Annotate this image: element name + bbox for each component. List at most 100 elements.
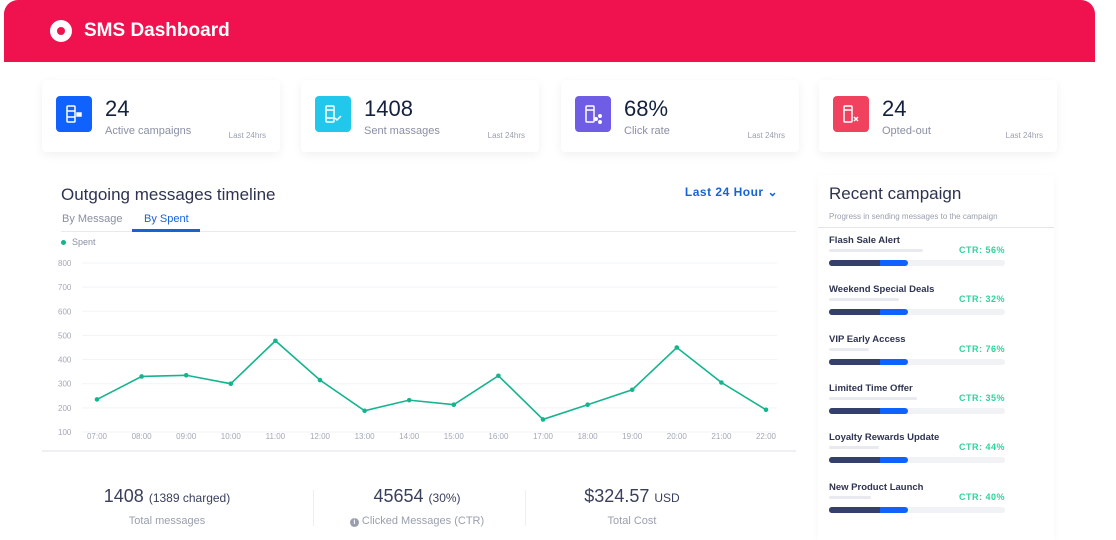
x-tick-label: 08:00 [132,432,153,441]
campaign-item[interactable]: VIP Early Access CTR: 76% [829,334,1009,379]
x-tick-label: 19:00 [622,432,643,441]
phone-check-icon [315,96,351,132]
x-tick-label: 20:00 [667,432,688,441]
data-point[interactable] [763,407,769,413]
tab-by-message[interactable]: By Message [62,213,123,225]
phone-share-icon [575,96,611,132]
campaign-item[interactable]: Loyalty Rewards Update CTR: 44% [829,432,1009,477]
campaign-item[interactable]: Limited Time Offer CTR: 35% [829,383,1009,428]
data-point[interactable] [139,374,144,379]
campaign-name: VIP Early Access [829,333,906,345]
campaign-ctr: CTR: 56% [958,245,1005,255]
progress-fill-sent [829,457,881,464]
info-icon[interactable]: i [349,518,359,527]
campaign-icon [56,96,92,132]
campaign-name: Limited Time Offer [829,382,913,394]
data-point[interactable] [228,381,234,387]
data-point[interactable] [585,402,590,408]
timeline-tabs: By Message By Spent [61,213,796,232]
stat-value: 24 [882,96,907,121]
x-tick-label: 14:00 [399,432,420,441]
timeline-title: Outgoing messages timeline [61,185,276,204]
range-dropdown[interactable]: Last 24 Hour ⌄ [685,185,778,199]
data-point[interactable] [94,397,100,402]
data-point[interactable] [183,372,189,378]
campaign-ctr: CTR: 32% [958,294,1005,305]
data-point[interactable] [719,380,724,385]
app-header: SMS Dashboard [4,0,1095,62]
clicked-extra: (30%) [428,491,461,505]
stat-total-cost: $324.57 USD Total Cost [547,486,717,527]
data-point[interactable] [406,397,412,403]
x-tick-label: 15:00 [444,432,465,441]
recent-title: Recent campaign [829,184,962,203]
x-tick-label: 10:00 [221,432,242,441]
y-tick-label: 800 [58,259,72,268]
x-tick-label: 17:00 [533,432,554,441]
data-point[interactable] [451,402,457,408]
spent-line-chart: 800 700 600 500 400 300 200 100 07:00 08:00 09:00 1… [58,259,777,441]
campaign-progress-bar [829,457,1005,464]
y-tick-label: 200 [58,404,72,413]
campaign-item[interactable]: Weekend Special Deals CTR: 32% [829,284,1009,329]
stat-value: 1408 [364,96,413,121]
campaign-progress-bar [829,309,1005,316]
logo-icon [50,20,72,42]
legend-marker [61,240,66,246]
recent-campaign-panel: Recent campaign Progress in sending mess… [818,175,1054,540]
y-tick-label: 300 [58,380,72,389]
campaign-progress-bar [829,407,1005,414]
stat-card-opted-out[interactable]: 24 Opted-out Last 24hrs [819,80,1057,152]
x-tick-label: 11:00 [266,432,286,441]
data-point[interactable] [317,377,323,383]
progress-fill-sent [829,309,881,316]
y-tick-label: 700 [58,283,72,292]
progress-fill-sent [829,407,881,414]
placeholder-bar [829,249,923,252]
data-point[interactable] [362,408,367,414]
stat-value: 68% [624,96,669,121]
divider [313,490,314,526]
app-title: SMS Dashboard [84,20,230,41]
timeline-panel: Outgoing messages timeline Last 24 Hour … [42,175,796,540]
data-point[interactable] [496,373,501,379]
campaign-item[interactable]: New Product Launch CTR: 40% [829,482,1009,527]
campaign-item[interactable]: Flash Sale Alert CTR: 56% [829,235,1009,280]
summary-stats: 1408 (1389 charged) Total messages 45654… [42,450,796,540]
progress-fill-sent [829,506,881,513]
campaign-name: Flash Sale Alert [829,235,900,246]
total-messages-label: Total messages [128,515,206,527]
recent-description: Progress in sending messages to the camp… [829,212,998,221]
data-point[interactable] [273,338,278,344]
campaign-progress-bar [829,358,1005,365]
tab-by-spent[interactable]: By Spent [132,213,200,232]
stat-card-click-rate[interactable]: 68% Click rate Last 24hrs [561,80,799,152]
stat-period: Last 24hrs [487,131,525,140]
total-cost-value: $324.57 [584,486,650,506]
data-point[interactable] [629,387,635,393]
data-point[interactable] [540,417,546,422]
stat-label: Opted-out [882,125,931,137]
y-tick-label: 400 [58,356,72,365]
placeholder-bar [829,298,899,302]
total-cost-currency: USD [654,491,680,505]
y-tick-label: 100 [58,428,72,437]
stat-label: Sent massages [364,125,440,137]
campaign-ctr: CTR: 35% [958,392,1005,403]
x-tick-label: 21:00 [711,432,732,441]
campaign-ctr: CTR: 44% [958,442,1005,453]
stat-period: Last 24hrs [1005,131,1043,140]
campaign-name: Loyalty Rewards Update [829,432,940,444]
stat-card-sent-messages[interactable]: 1408 Sent massages Last 24hrs [301,80,539,152]
divider [818,227,1054,228]
range-label: Last 24 Hour [684,185,764,199]
progress-fill-sent [829,358,881,365]
placeholder-bar [829,396,917,400]
chevron-down-icon: ⌄ [767,185,778,199]
data-point[interactable] [674,345,680,350]
stat-value: 24 [105,96,130,121]
y-tick-label: 500 [58,331,72,340]
stat-card-active-campaigns[interactable]: 24 Active campaigns Last 24hrs [42,80,280,152]
placeholder-bar [829,347,869,351]
placeholder-bar [829,446,879,450]
